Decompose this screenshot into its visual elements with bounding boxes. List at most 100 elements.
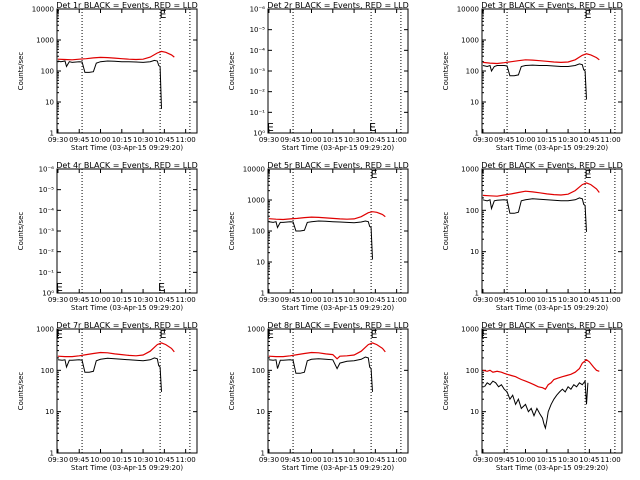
x-tick-label: 10:15	[112, 296, 132, 304]
x-tick-label: 10:45	[365, 296, 385, 304]
plot-frame	[481, 8, 623, 134]
x-tick-label: 10:00	[515, 136, 535, 144]
y-axis-label: Counts/sec	[228, 372, 236, 411]
y-tick-label: 10⁻⁴	[39, 207, 55, 215]
x-tick-label: 10:30	[133, 456, 153, 464]
x-tick-label: 11:00	[387, 456, 407, 464]
x-tick-label: 09:45	[69, 136, 89, 144]
x-tick-label: 09:30	[473, 296, 493, 304]
x-tick-label: 10:15	[537, 456, 557, 464]
event-marker-e: E	[584, 168, 591, 181]
x-tick-label: 10:00	[515, 456, 535, 464]
x-tick-label: 09:30	[48, 296, 68, 304]
y-tick-label: 100	[41, 367, 54, 375]
y-tick-label: 1	[261, 290, 265, 298]
x-tick-label: 10:30	[558, 456, 578, 464]
x-tick-label: 10:45	[579, 296, 599, 304]
event-marker-e: E	[267, 328, 274, 341]
x-tick-label: 10:15	[112, 456, 132, 464]
x-tick-label: 10:45	[154, 456, 174, 464]
x-tick-label: 09:45	[280, 296, 300, 304]
y-tick-label: 100	[252, 228, 265, 236]
x-tick-label: 10:15	[323, 296, 343, 304]
plot-frame	[267, 168, 409, 294]
panel-det-5: Det 5r BLACK = Events, RED = LLD 1 10 100 10…	[228, 161, 409, 312]
x-tick-label: 09:30	[259, 456, 279, 464]
y-tick-label: 10⁻⁶	[39, 166, 55, 174]
y-tick-label: 1	[475, 450, 479, 458]
panel-det-4: Det 4r BLACK = Events, RED = LLD 10⁰ 10⁻¹ 1…	[17, 161, 198, 312]
y-tick-label: 100	[466, 68, 479, 76]
y-tick-label: 10⁰	[253, 130, 265, 138]
events-series-line	[482, 63, 587, 100]
y-tick-label: 1	[50, 130, 54, 138]
y-tick-label: 1000	[247, 197, 265, 205]
x-tick-label: 10:45	[154, 136, 174, 144]
x-tick-label: 09:45	[69, 456, 89, 464]
x-tick-label: 10:15	[323, 456, 343, 464]
lld-series-line	[482, 359, 600, 390]
x-tick-label: 10:30	[558, 136, 578, 144]
panel-title: Det 7r BLACK = Events, RED = LLD	[56, 321, 198, 330]
y-tick-label: 1	[475, 130, 479, 138]
x-tick-label: 09:45	[69, 296, 89, 304]
panel-det-3: Det 3r BLACK = Events, RED = LLD 1 10 100 10…	[442, 1, 623, 152]
event-marker-e: E	[481, 328, 488, 341]
panel-det-7: Det 7r BLACK = Events, RED = LLD 1 10 100 10…	[17, 321, 198, 472]
x-axis-label: Start Time (03-Apr-15 09:29:20)	[71, 464, 183, 472]
y-tick-label: 10	[470, 99, 479, 107]
x-tick-label: 11:00	[387, 136, 407, 144]
y-tick-label: 1	[261, 450, 265, 458]
lld-series-line	[482, 53, 600, 65]
x-tick-label: 09:45	[280, 456, 300, 464]
event-marker-e: E	[56, 281, 63, 294]
panel-title: Det 8r BLACK = Events, RED = LLD	[267, 321, 409, 330]
y-tick-label: 10⁻⁴	[250, 47, 266, 55]
y-tick-label: 10	[256, 259, 265, 267]
y-tick-label: 1	[475, 290, 479, 298]
plot-frame	[56, 8, 198, 134]
lld-series-line	[482, 182, 600, 197]
x-tick-label: 11:00	[176, 456, 196, 464]
x-axis-label: Start Time (03-Apr-15 09:29:20)	[71, 304, 183, 312]
panel-title: Det 3r BLACK = Events, RED = LLD	[481, 1, 623, 10]
y-tick-label: 100	[41, 68, 54, 76]
y-tick-label: 10⁻²	[39, 248, 55, 256]
x-tick-label: 11:00	[176, 136, 196, 144]
plot-frame	[56, 328, 198, 454]
y-tick-label: 100	[466, 367, 479, 375]
x-tick-label: 10:00	[90, 296, 110, 304]
panel-title: Det 9r BLACK = Events, RED = LLD	[481, 321, 623, 330]
panel-title: Det 5r BLACK = Events, RED = LLD	[267, 161, 409, 170]
x-tick-label: 09:30	[473, 136, 493, 144]
y-axis-label: Counts/sec	[17, 372, 25, 411]
x-tick-label: 10:45	[579, 456, 599, 464]
x-tick-label: 09:30	[48, 136, 68, 144]
events-series-line	[268, 356, 373, 392]
x-tick-label: 09:30	[259, 296, 279, 304]
x-axis-label: Start Time (03-Apr-15 09:29:20)	[282, 464, 394, 472]
event-marker-e: E	[56, 328, 63, 341]
events-series-line	[482, 197, 587, 232]
event-marker-e: E	[584, 328, 591, 341]
x-tick-label: 09:30	[473, 456, 493, 464]
panel-title: Det 2r BLACK = Events, RED = LLD	[267, 1, 409, 10]
y-tick-label: 10⁻³	[250, 68, 266, 76]
event-marker-e: E	[370, 168, 377, 181]
x-tick-label: 10:00	[515, 296, 535, 304]
y-axis-label: Counts/sec	[228, 212, 236, 251]
x-tick-label: 10:45	[365, 136, 385, 144]
x-tick-label: 10:15	[537, 136, 557, 144]
x-tick-label: 10:30	[133, 296, 153, 304]
x-tick-label: 10:45	[365, 456, 385, 464]
events-series-line	[57, 357, 162, 392]
x-tick-label: 10:15	[112, 136, 132, 144]
x-tick-label: 10:30	[558, 296, 578, 304]
x-tick-label: 10:00	[90, 136, 110, 144]
y-tick-label: 1000	[461, 166, 479, 174]
events-series-line	[483, 379, 589, 431]
x-axis-label: Start Time (03-Apr-15 09:29:20)	[496, 144, 608, 152]
x-tick-label: 09:45	[494, 136, 514, 144]
plot-frame	[481, 168, 623, 294]
panel-det-8: Det 8r BLACK = Events, RED = LLD 1 10 100 10…	[228, 321, 409, 472]
